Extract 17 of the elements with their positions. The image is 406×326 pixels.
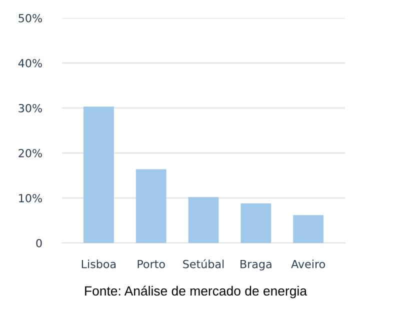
bar bbox=[293, 215, 324, 243]
bar bbox=[188, 197, 219, 243]
y-tick-label: 40% bbox=[18, 58, 42, 68]
bar bbox=[240, 203, 272, 243]
x-tick-label: Lisboa bbox=[82, 260, 116, 268]
y-tick-label: 10% bbox=[19, 194, 42, 202]
y-tick-label: 50% bbox=[18, 14, 42, 22]
y-tick-label: 30% bbox=[18, 104, 42, 112]
x-tick-label: Braga bbox=[240, 260, 272, 270]
source-note: Fonte: Análise de mercado de energia bbox=[85, 286, 307, 298]
y-tick-label: 0 bbox=[36, 238, 42, 248]
bar bbox=[83, 106, 114, 243]
x-tick-label: Aveiro bbox=[291, 260, 325, 268]
bar bbox=[136, 169, 166, 243]
y-tick-label: 20% bbox=[18, 148, 42, 158]
x-tick-label: Porto bbox=[138, 260, 165, 268]
x-tick-label: Setúbal bbox=[183, 259, 224, 268]
